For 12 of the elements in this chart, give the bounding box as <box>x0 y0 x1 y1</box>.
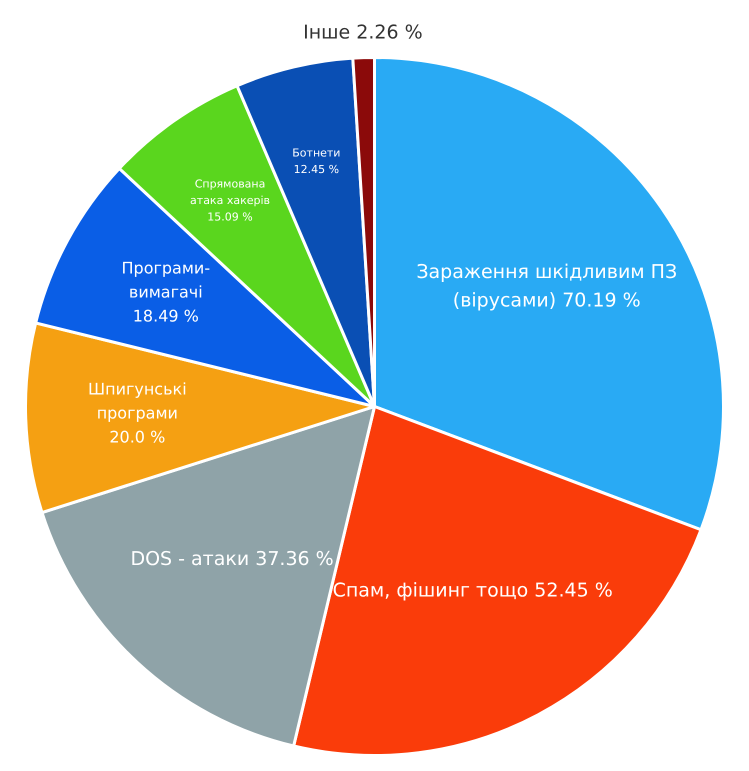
slice-label: Спрямована атака хакерів <box>190 177 270 207</box>
slice-label: Програми-вимагачі <box>122 258 210 302</box>
slice-label: Ботнети <box>292 146 340 160</box>
slice-label: Шпигунські програми <box>88 380 187 423</box>
slice-label: Інше 2.26 % <box>303 22 423 44</box>
slice-label: DOS - атаки 37.36 % <box>130 548 334 570</box>
data-label: 20.0 % <box>109 428 166 447</box>
data-label: 15.09 % <box>207 210 253 224</box>
slice-label: Спам, фішинг тощо 52.45 % <box>332 579 613 602</box>
data-label: 12.45 % <box>294 163 340 176</box>
data-label: 18.49 % <box>132 306 199 326</box>
slice-label: Зараження шкідливим ПЗ (вірусами) 70.19 % <box>416 261 678 312</box>
